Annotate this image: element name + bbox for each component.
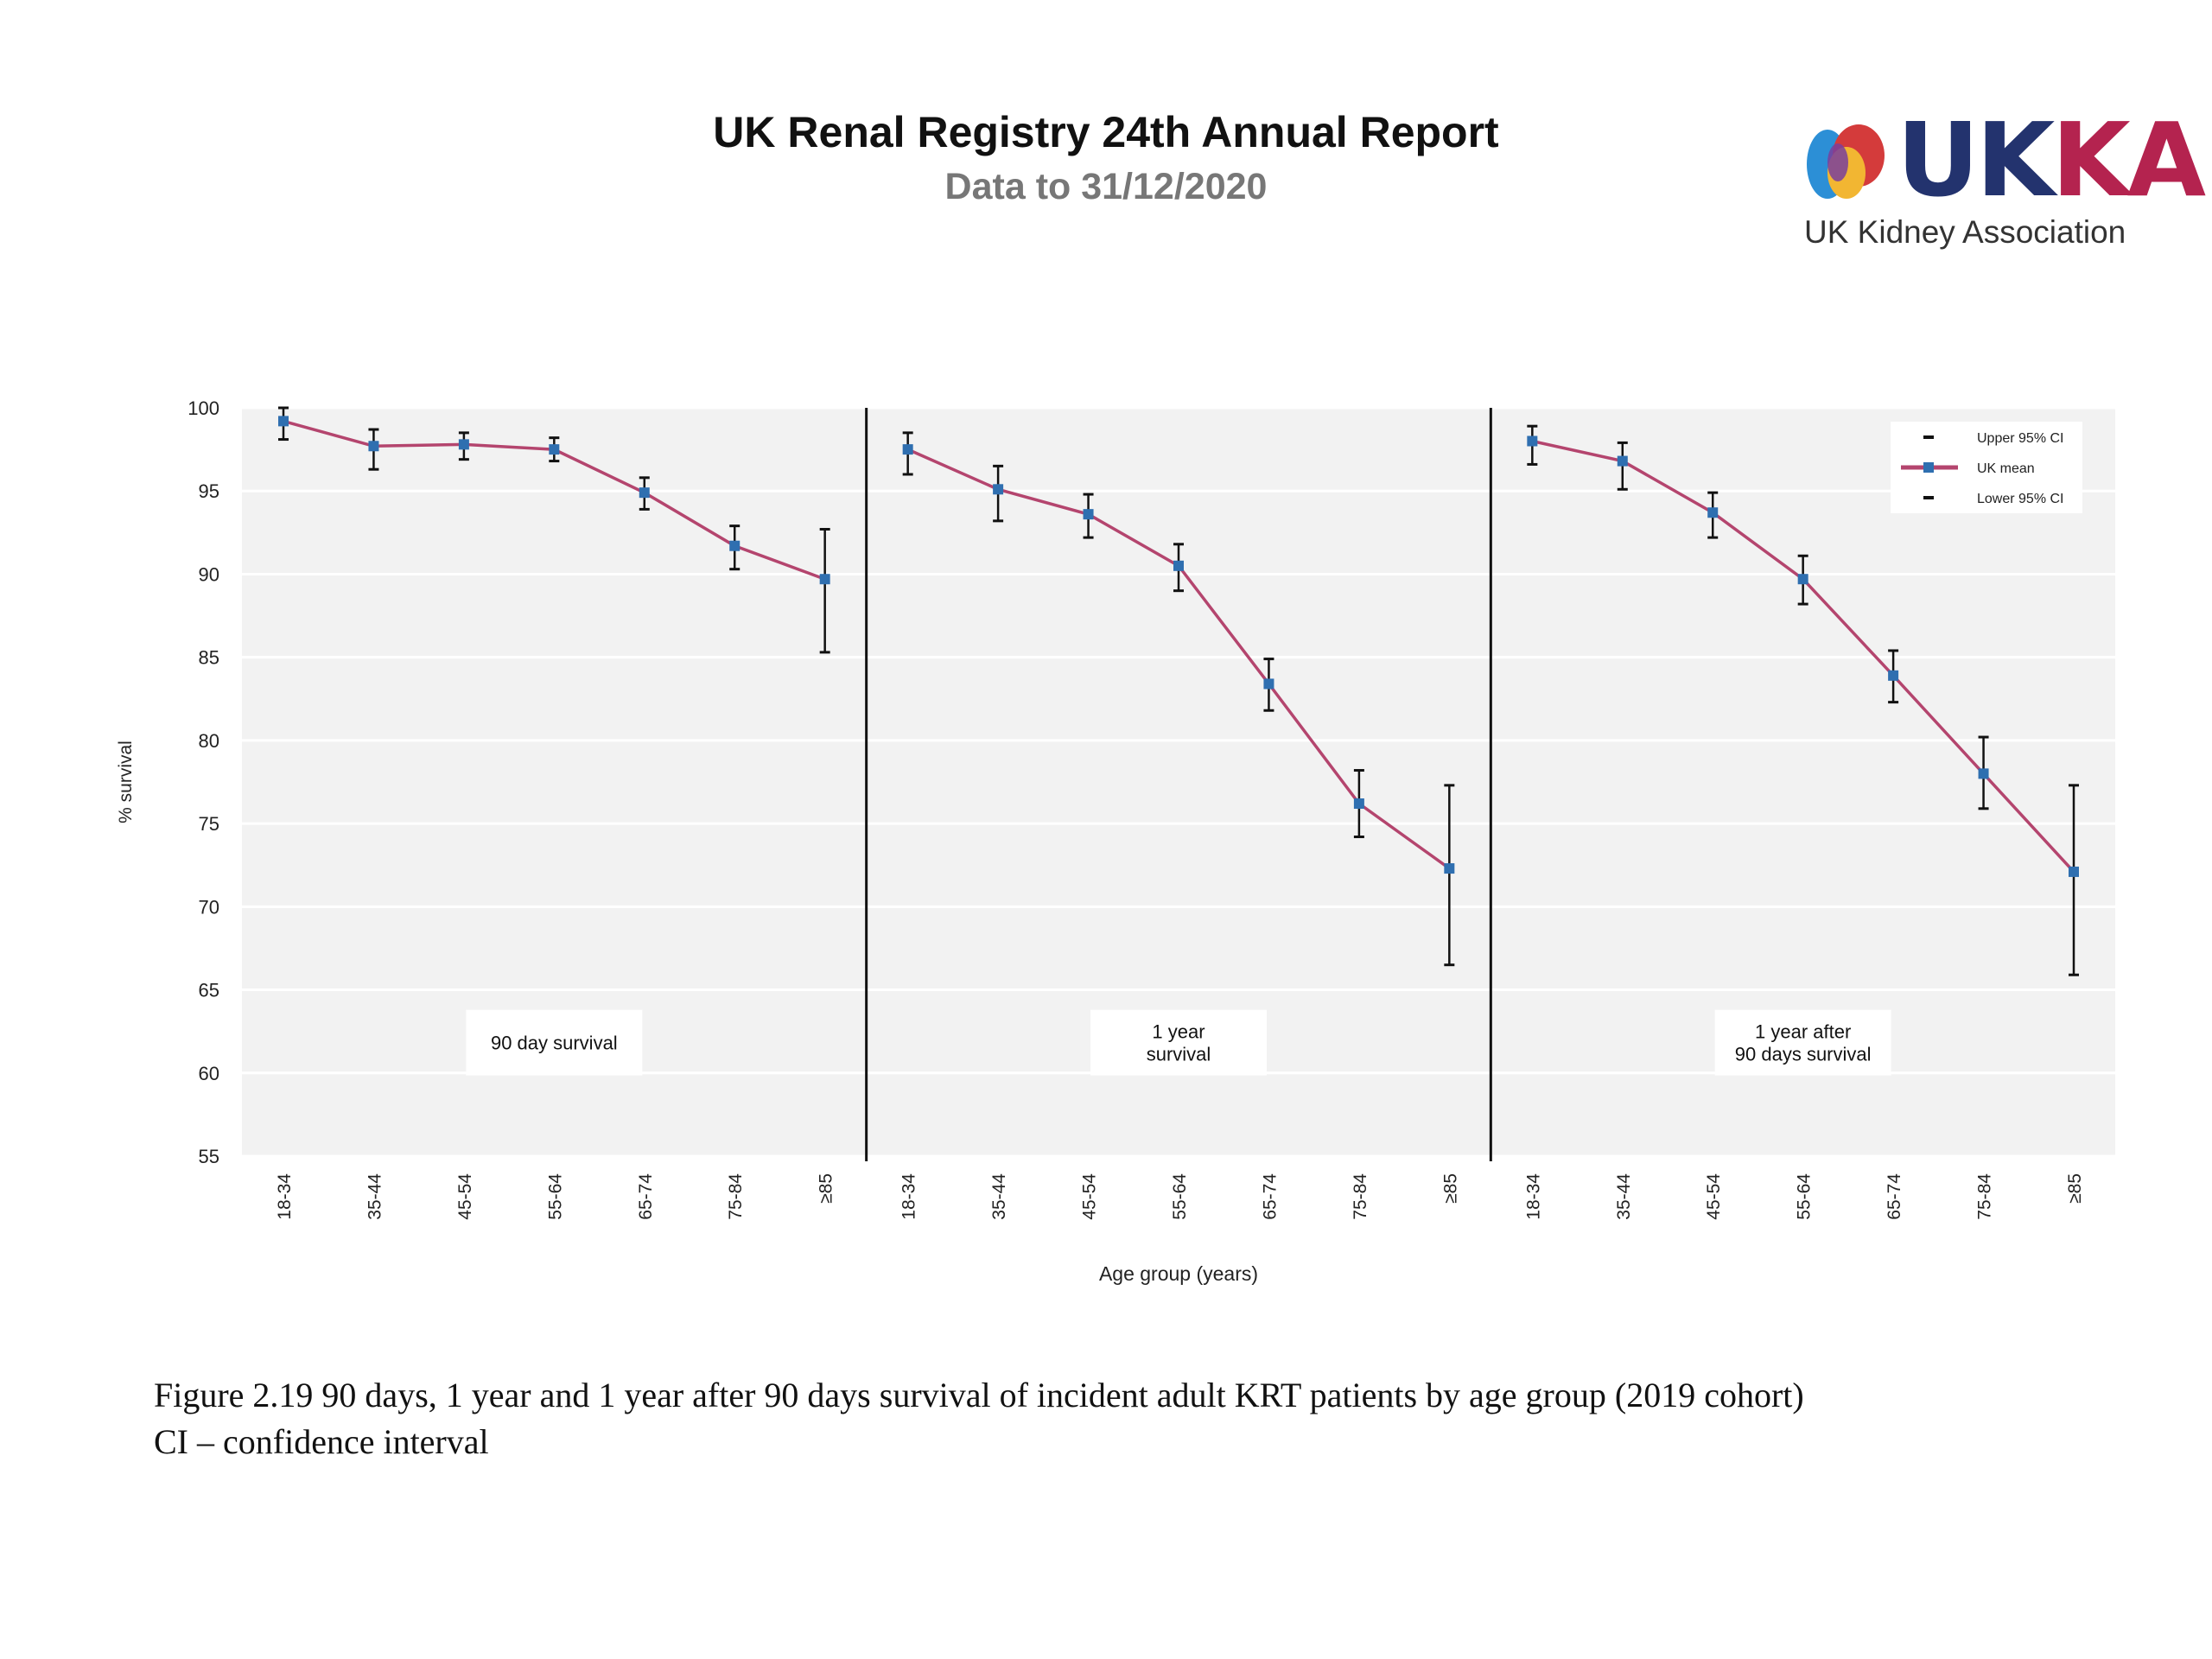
x-tick-label: ≥85 — [2065, 1173, 2085, 1204]
ukka-logo: UKKA UK Kidney Association — [1802, 100, 2206, 259]
y-tick-label: 100 — [188, 397, 219, 419]
data-point — [902, 444, 913, 455]
x-axis-label: Age group (years) — [1099, 1262, 1258, 1285]
y-tick-label: 70 — [199, 896, 219, 918]
panel-label: survival — [1147, 1044, 1211, 1065]
data-point — [278, 416, 289, 427]
x-tick-label: 35-44 — [365, 1173, 385, 1220]
x-tick-label: 45-54 — [1080, 1173, 1100, 1220]
data-point — [1527, 435, 1538, 447]
x-tick-label: ≥85 — [1440, 1173, 1460, 1204]
data-point — [639, 487, 650, 499]
legend-label-upper: Upper 95% CI — [1977, 431, 2064, 446]
x-tick-label: 18-34 — [1523, 1173, 1543, 1220]
logo-wordmark: UKKA — [1897, 100, 2206, 219]
panel-label-box — [466, 1009, 643, 1076]
x-tick-label: 75-84 — [726, 1173, 746, 1220]
data-point — [1353, 798, 1364, 810]
caption-line-2: CI – confidence interval — [154, 1422, 489, 1461]
data-point — [1707, 507, 1719, 518]
data-point — [1083, 509, 1094, 520]
legend-label-mean: UK mean — [1977, 461, 2035, 476]
report-subtitle: Data to 31/12/2020 — [944, 166, 1268, 207]
x-tick-label: 45-54 — [1704, 1173, 1724, 1220]
report-header: UK Renal Registry 24th Annual Report Dat… — [0, 104, 2212, 213]
logo-wordmark-ka: KA — [2051, 100, 2206, 219]
x-tick-label: 35-44 — [989, 1173, 1009, 1220]
x-tick-label: 65-74 — [636, 1173, 656, 1220]
y-tick-label: 80 — [199, 730, 219, 752]
data-point — [1797, 574, 1808, 585]
data-point — [1617, 455, 1628, 467]
figure-caption: Figure 2.19 90 days, 1 year and 1 year a… — [154, 1372, 1804, 1465]
x-tick-label: 18-34 — [275, 1173, 295, 1220]
x-tick-label: 18-34 — [899, 1173, 919, 1220]
panel-label: 90 days survival — [1735, 1044, 1872, 1065]
x-tick-label: 75-84 — [1351, 1173, 1370, 1220]
panel-label: 1 year after — [1755, 1021, 1851, 1043]
caption-line-1: Figure 2.19 90 days, 1 year and 1 year a… — [154, 1376, 1804, 1414]
legend-swatch-mean-marker — [1923, 462, 1934, 473]
panel-label: 90 day survival — [491, 1033, 618, 1054]
panel-label: 1 year — [1152, 1021, 1205, 1043]
x-tick-label: 75-84 — [1975, 1173, 1995, 1220]
y-tick-label: 60 — [199, 1063, 219, 1084]
data-point — [549, 444, 560, 455]
y-tick-label: 95 — [199, 480, 219, 502]
y-tick-label: 85 — [199, 647, 219, 669]
data-point — [2069, 866, 2079, 877]
legend-label-lower: Lower 95% CI — [1977, 492, 2064, 506]
panel-label-box — [1090, 1009, 1267, 1076]
x-tick-label: 55-64 — [1795, 1173, 1815, 1220]
data-point — [368, 441, 379, 452]
data-point — [1173, 560, 1184, 571]
x-tick-label: 65-74 — [1260, 1173, 1280, 1220]
x-tick-label: 55-64 — [1170, 1173, 1190, 1220]
y-axis-label: % survival — [116, 741, 136, 823]
data-point — [993, 484, 1004, 495]
data-point — [729, 540, 741, 551]
logo-wordmark-uk: UK — [1897, 100, 2055, 219]
y-tick-label: 55 — [199, 1146, 219, 1167]
report-title: UK Renal Registry 24th Annual Report — [713, 108, 1499, 156]
x-tick-label: 65-74 — [1885, 1173, 1904, 1220]
data-point — [819, 574, 830, 585]
data-point — [1263, 678, 1274, 690]
x-tick-label: 55-64 — [545, 1173, 565, 1220]
survival-chart: 55 60 65 70 75 80 85 90 95 100 % survival Age group… — [116, 397, 2115, 1285]
logo-mark-icon — [1807, 124, 1885, 199]
data-point — [1978, 768, 1989, 779]
y-tick-label: 75 — [199, 813, 219, 835]
data-point — [458, 439, 469, 450]
data-point — [1444, 863, 1455, 874]
y-tick-label: 90 — [199, 563, 219, 585]
y-tick-label: 65 — [199, 980, 219, 1001]
data-point — [1888, 670, 1899, 681]
logo-tagline: UK Kidney Association — [1804, 214, 2126, 250]
x-tick-label: ≥85 — [817, 1173, 836, 1204]
panel-label-box — [1714, 1009, 1891, 1076]
x-tick-label: 35-44 — [1614, 1173, 1634, 1220]
x-tick-label: 45-54 — [455, 1173, 475, 1220]
